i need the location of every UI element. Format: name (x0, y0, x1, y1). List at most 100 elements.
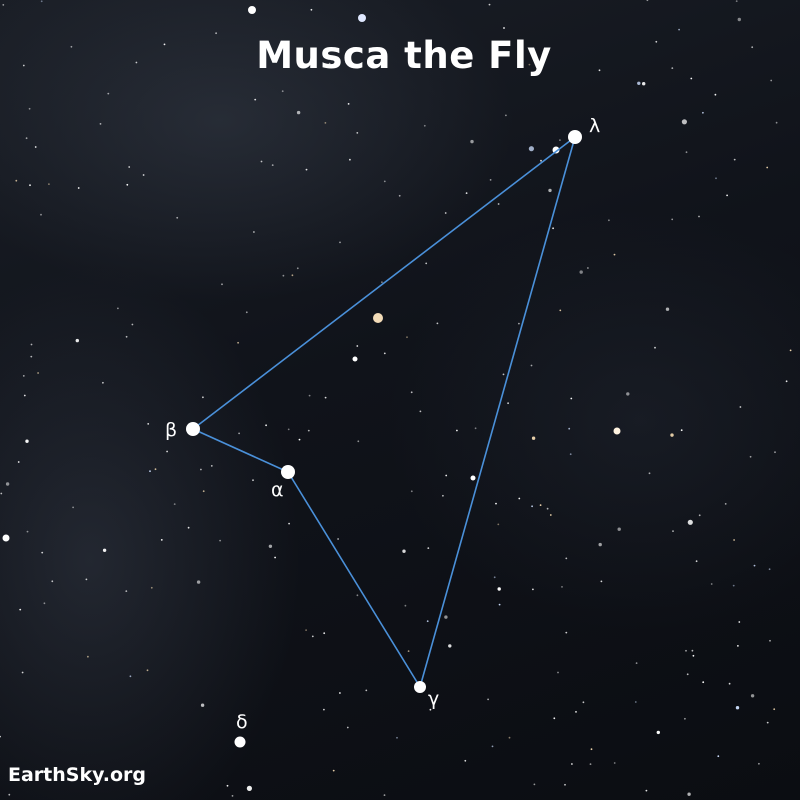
field-star (310, 8, 313, 11)
field-star (553, 717, 556, 720)
field-star (254, 98, 257, 101)
field-star (528, 63, 531, 66)
field-star (758, 762, 760, 765)
field-star (498, 603, 501, 606)
field-star (396, 736, 398, 739)
field-star (686, 673, 689, 676)
field-star (352, 356, 358, 362)
field-star (774, 451, 776, 454)
field-star (565, 631, 568, 634)
field-star (274, 556, 276, 559)
field-star (346, 726, 349, 729)
field-star (751, 46, 754, 49)
field-star (569, 453, 572, 456)
field-star (681, 119, 688, 125)
field-star (598, 69, 601, 72)
field-star (488, 3, 491, 6)
field-star (173, 503, 176, 505)
field-star (406, 336, 408, 339)
field-star (219, 539, 222, 542)
field-star (187, 526, 190, 529)
field-star (464, 759, 467, 762)
field-star (296, 267, 299, 270)
field-star (436, 322, 439, 325)
field-star (655, 40, 658, 43)
field-star (337, 538, 339, 540)
constellation-lines (192, 136, 576, 688)
field-star (252, 479, 254, 482)
field-star (737, 17, 741, 22)
field-star (540, 159, 542, 162)
field-star (528, 146, 535, 152)
field-star (637, 81, 641, 86)
field-star (237, 341, 240, 344)
field-star (444, 212, 447, 214)
field-star (356, 132, 359, 134)
field-star (19, 608, 22, 611)
star-beta (186, 422, 200, 436)
field-star (617, 527, 621, 531)
field-star (51, 580, 54, 583)
field-star (305, 629, 307, 631)
field-star (715, 177, 717, 180)
field-star (470, 475, 476, 481)
field-star (215, 32, 218, 35)
field-star (495, 502, 497, 505)
field-star (150, 586, 153, 589)
field-star (287, 428, 290, 431)
field-star (531, 436, 536, 440)
field-star (557, 671, 559, 674)
field-star (324, 122, 327, 124)
field-star (518, 497, 521, 500)
field-star (107, 92, 110, 95)
field-star (125, 590, 128, 592)
field-star (692, 654, 695, 657)
field-star (559, 309, 562, 312)
star-label-delta: δ (236, 711, 248, 733)
field-star (324, 396, 327, 399)
field-star (135, 61, 138, 64)
field-star (726, 194, 728, 197)
field-star (0, 735, 1, 738)
field-star (724, 503, 727, 505)
field-star (383, 352, 386, 355)
field-star (671, 218, 674, 221)
field-star (565, 557, 568, 560)
field-star (579, 270, 583, 274)
field-star (245, 311, 248, 314)
field-star (125, 335, 128, 338)
star-alpha (281, 465, 295, 479)
field-star (670, 433, 674, 437)
field-star (702, 681, 705, 684)
field-star (383, 794, 386, 796)
field-star (548, 188, 552, 193)
field-star (28, 107, 31, 110)
field-star (357, 440, 360, 443)
field-star (685, 649, 687, 652)
field-star (687, 792, 691, 796)
field-star (419, 410, 422, 413)
field-star (196, 580, 201, 584)
field-star (470, 139, 474, 144)
field-star (608, 219, 610, 222)
field-star (502, 373, 505, 376)
field-star (291, 274, 294, 277)
field-star (373, 313, 383, 323)
field-star (285, 62, 288, 65)
field-star (750, 694, 755, 698)
field-star (753, 564, 756, 567)
field-star (552, 227, 554, 230)
field-star (305, 168, 308, 171)
field-star (702, 111, 704, 114)
field-star (690, 77, 693, 80)
field-star (147, 423, 150, 425)
field-star (323, 708, 325, 711)
field-star (226, 784, 229, 787)
field-star (600, 580, 603, 583)
field-star (559, 139, 561, 142)
field-star (613, 253, 616, 256)
field-star (311, 635, 314, 638)
star-label-lambda: λ (589, 115, 601, 137)
field-star (129, 675, 132, 678)
field-star (427, 547, 430, 549)
